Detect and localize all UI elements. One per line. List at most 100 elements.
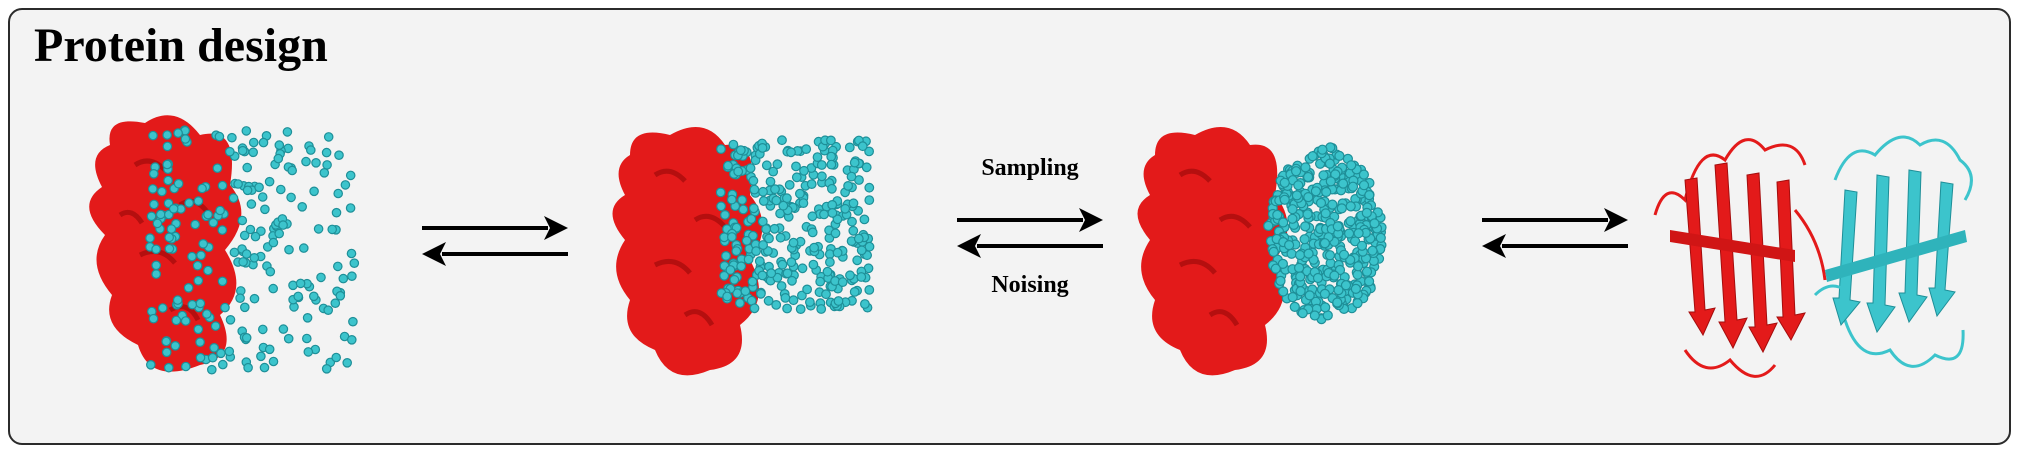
atom [1353, 261, 1364, 272]
atom [849, 157, 860, 168]
atom [1346, 160, 1357, 171]
atom [861, 162, 872, 173]
atom [798, 198, 809, 208]
atom [822, 266, 833, 277]
atom [345, 203, 356, 213]
atom [766, 268, 777, 279]
atom [716, 144, 726, 154]
atom [716, 201, 726, 212]
atom [864, 146, 875, 157]
cartoon-structure-graphic [1653, 135, 1973, 378]
atom [770, 184, 780, 195]
atom [196, 250, 206, 261]
atom [303, 347, 314, 357]
atom [1361, 266, 1373, 277]
equilibrium-arrows-1[interactable] [420, 210, 570, 275]
noising-label: Noising [991, 272, 1069, 298]
atom [1270, 263, 1281, 274]
atom [173, 178, 184, 189]
atom [274, 140, 285, 150]
atom [297, 202, 307, 212]
atom [214, 131, 225, 142]
atom [1375, 232, 1386, 244]
atom [1358, 180, 1370, 191]
atom [162, 159, 172, 170]
atom [1321, 186, 1332, 198]
atom [264, 176, 275, 187]
atom [163, 175, 173, 186]
atom [333, 188, 344, 199]
atom [826, 159, 837, 170]
atom [1330, 169, 1341, 180]
atom [164, 232, 174, 243]
atom [203, 265, 213, 276]
atom [782, 303, 793, 314]
atom [743, 254, 754, 265]
partially-denoised-graphic [612, 127, 875, 376]
atom [306, 145, 316, 155]
atom [852, 255, 863, 266]
atom [751, 246, 762, 257]
atom [749, 303, 760, 314]
atom [1364, 189, 1375, 201]
atom [801, 144, 812, 154]
binder-cartoon [1813, 135, 1973, 368]
atom [241, 249, 252, 259]
atom [258, 324, 268, 335]
atom [1315, 197, 1327, 209]
equilibrium-arrows-2[interactable] [955, 202, 1105, 267]
equilibrium-arrows-3[interactable] [1480, 202, 1630, 267]
atom [1325, 176, 1336, 187]
sampling-label: Sampling [981, 155, 1079, 181]
atom [776, 281, 787, 291]
atom [1312, 272, 1324, 284]
atom [777, 259, 788, 270]
atom [815, 276, 826, 287]
atom [237, 145, 248, 156]
atom [819, 209, 829, 220]
atom [748, 203, 759, 214]
atom [795, 304, 806, 315]
atom [747, 276, 758, 287]
atom [788, 237, 799, 248]
atom [715, 187, 726, 198]
atom [1318, 170, 1329, 181]
atom [203, 209, 213, 220]
atom [848, 198, 859, 209]
atom [1307, 151, 1318, 162]
atom [195, 298, 206, 309]
panel-title: Protein design [34, 19, 328, 72]
atom [346, 248, 357, 259]
atom [284, 244, 294, 255]
atom [788, 295, 799, 306]
atom [720, 209, 730, 220]
atom [765, 176, 776, 187]
receptor-surface [612, 127, 763, 376]
atom [1303, 248, 1314, 259]
atom [287, 165, 297, 176]
atom [347, 271, 357, 281]
atom [1319, 288, 1330, 299]
atom [273, 153, 284, 164]
atom [238, 257, 248, 267]
atom [824, 249, 835, 260]
atom [726, 194, 737, 205]
atom [1303, 191, 1314, 203]
atom [282, 127, 293, 137]
stage-denoised-atoms [1125, 115, 1425, 395]
atom [198, 239, 208, 249]
atom [1263, 220, 1274, 232]
atom [1268, 246, 1279, 257]
atom [162, 130, 172, 140]
stage-partially-denoised [600, 115, 910, 395]
atom [265, 266, 276, 277]
atom [719, 270, 730, 281]
atom [242, 162, 252, 173]
atom [192, 260, 203, 271]
atom [1284, 240, 1295, 251]
atom [332, 261, 343, 272]
atom [775, 232, 786, 243]
atom [193, 275, 204, 286]
atom [856, 272, 867, 282]
atom [843, 180, 854, 191]
